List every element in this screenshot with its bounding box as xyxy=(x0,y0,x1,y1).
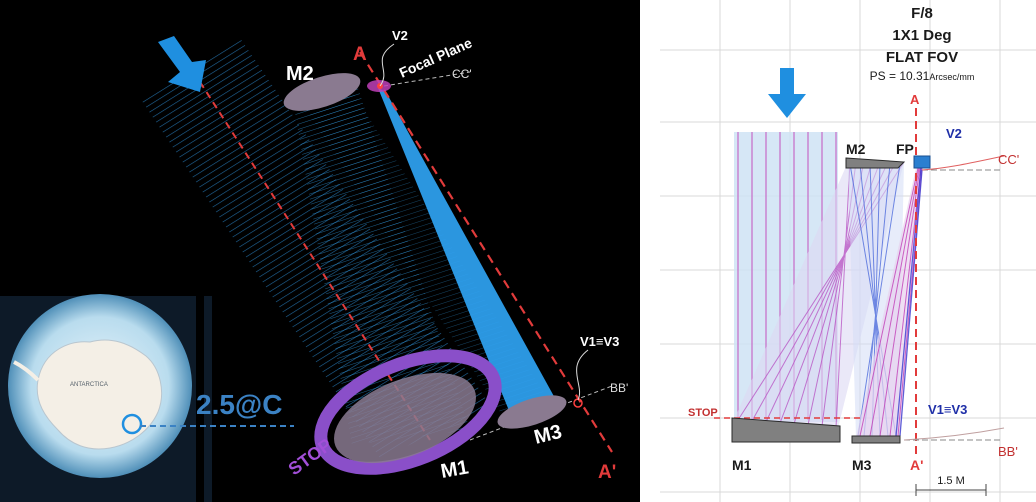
axis-a-bottom-label: A' xyxy=(598,462,616,483)
axis-a-bottom-label-2d: A' xyxy=(910,457,923,473)
cc-label-2d: CC' xyxy=(998,152,1019,167)
incident-light-arrow-icon-2d xyxy=(768,68,806,118)
m2-label: M2 xyxy=(286,63,314,85)
site-elevation-label: 2.5@C xyxy=(196,389,282,420)
axis-a-top-label: A xyxy=(353,44,367,65)
focal-plane-detector xyxy=(913,155,931,169)
v1v3-label-2d: V1≡V3 xyxy=(928,402,967,417)
cc-line xyxy=(383,71,471,87)
f-ratio-label: F/8 xyxy=(911,5,933,22)
fp-label: FP xyxy=(896,141,914,157)
m2-mirror-2d xyxy=(845,157,906,169)
fov-type-label: FLAT FOV xyxy=(886,49,958,66)
antarctic-peninsula xyxy=(13,360,40,382)
m1-label-2d: M1 xyxy=(732,457,752,473)
bb-line xyxy=(469,385,613,441)
ray-trace-3d-panel: M2 A V2 Focal Plane CC' V1≡V3 BB' M3 A' … xyxy=(0,0,640,502)
axis-a-top-label-2d: A xyxy=(910,92,920,107)
optical-layout-svg: F/8 1X1 Deg FLAT FOV PS = 10.31Arcsec/mm… xyxy=(660,0,1036,502)
bb-label-2d: BB' xyxy=(998,444,1018,459)
m1-mirror xyxy=(334,372,476,464)
m1-label: M1 xyxy=(439,456,470,482)
cc-label: CC' xyxy=(452,67,472,81)
v1v3-point xyxy=(573,398,583,408)
m3-mirror-2d xyxy=(851,435,901,444)
beam-m3-to-focal-plane xyxy=(378,88,556,418)
m1-mirror-2d xyxy=(731,417,841,443)
v1v3-label: V1≡V3 xyxy=(580,334,619,349)
optical-axis-aa xyxy=(359,51,613,453)
fov-size-label: 1X1 Deg xyxy=(892,27,951,44)
optical-layout-2d-panel: F/8 1X1 Deg FLAT FOV PS = 10.31Arcsec/mm… xyxy=(660,0,1036,502)
m2-label-2d: M2 xyxy=(846,141,866,157)
incident-light-arrow-icon xyxy=(158,36,206,92)
stop-label-2d: STOP xyxy=(688,407,718,419)
m3-mirror xyxy=(497,395,567,429)
m2-mirror xyxy=(283,73,361,111)
antarctica-shape xyxy=(36,339,163,450)
beam-axis-line xyxy=(199,81,431,441)
v2-label: V2 xyxy=(392,28,408,43)
v1v3-leader xyxy=(576,349,589,401)
bb-field-curve xyxy=(903,427,1005,441)
m3-label: M3 xyxy=(532,421,564,449)
antarctica-map-title: ANTARCTICA xyxy=(70,382,108,388)
cc-field-curve xyxy=(921,155,1005,171)
dome-c-marker xyxy=(121,413,143,435)
plate-scale-label: PS = 10.31Arcsec/mm xyxy=(870,69,975,83)
stop-ring xyxy=(314,349,502,475)
scale-bar-label: 1.5 M xyxy=(937,475,965,487)
v2-label-2d: V2 xyxy=(946,126,962,141)
ray-trace-3d-svg: M2 A V2 Focal Plane CC' V1≡V3 BB' M3 A' … xyxy=(0,28,628,502)
bb-label: BB' xyxy=(610,381,628,395)
scale-bar xyxy=(915,484,987,496)
v2-leader xyxy=(379,43,395,87)
m3-label-2d: M3 xyxy=(852,457,872,473)
